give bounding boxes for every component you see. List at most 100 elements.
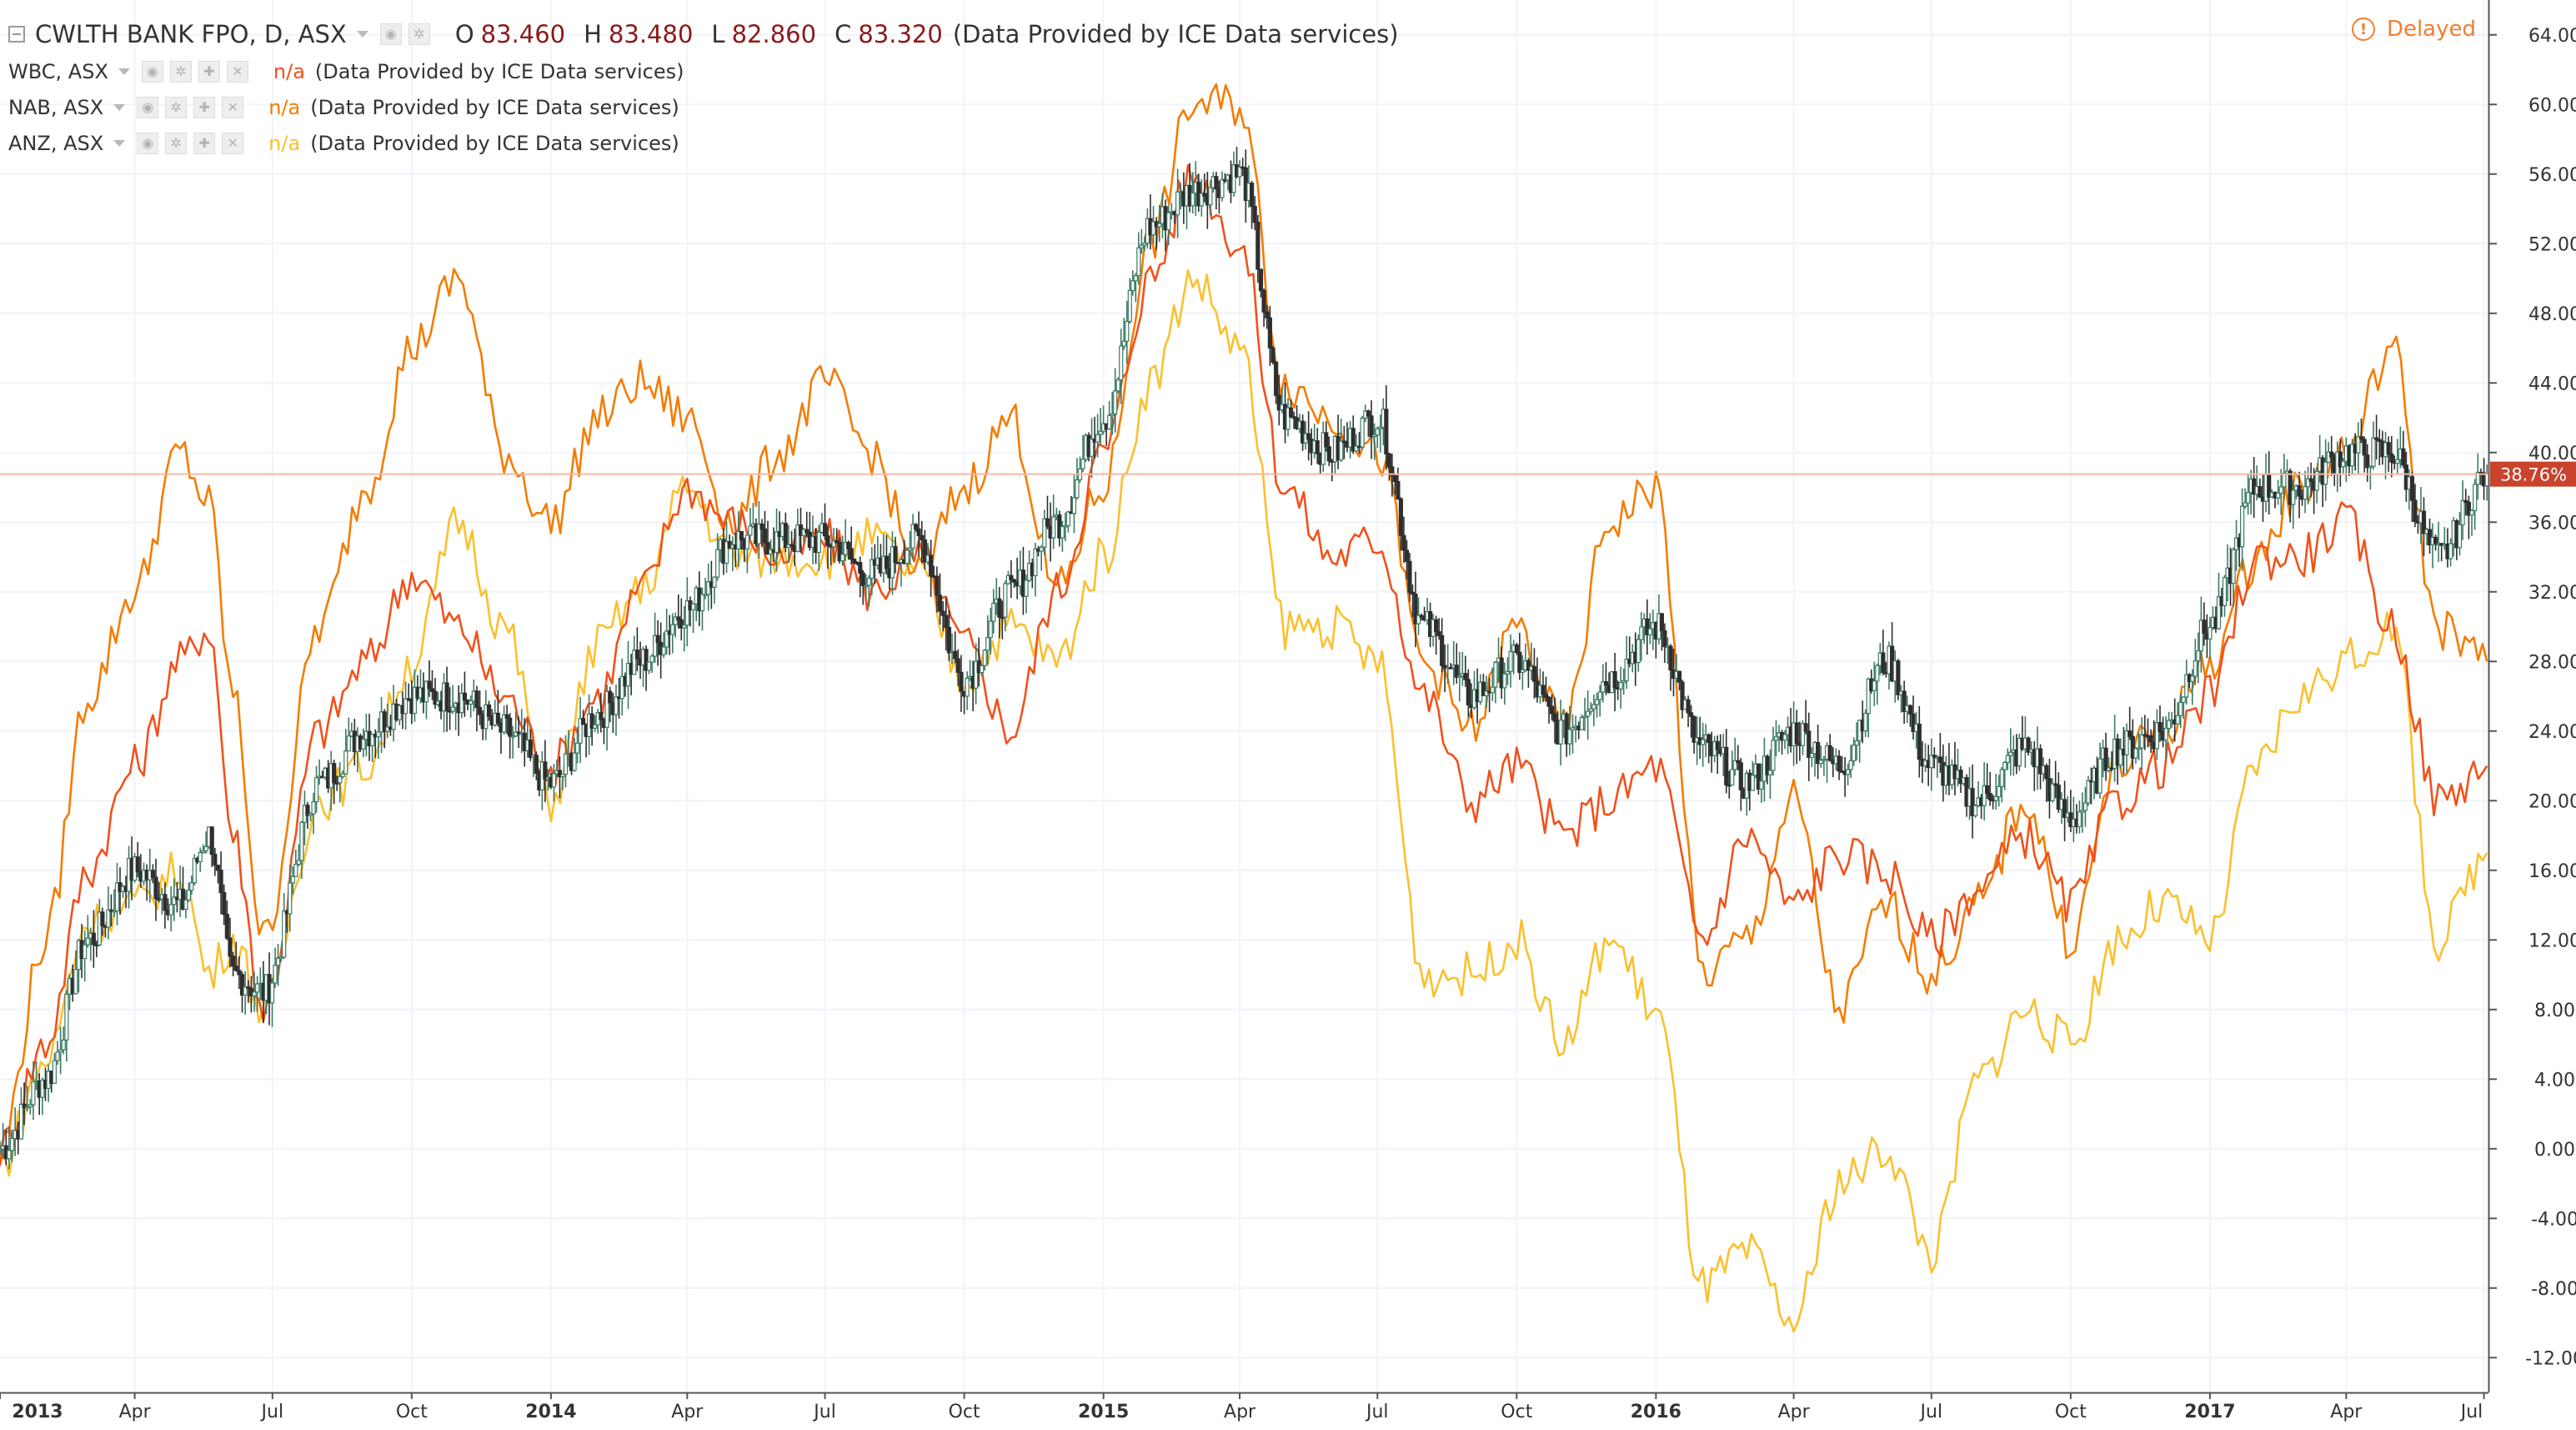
candle-body [1612,671,1617,689]
plus-icon[interactable]: ✚ [198,60,220,83]
plus-icon[interactable]: ✚ [193,96,216,118]
eye-icon[interactable]: ◉ [141,60,163,83]
candle-body [508,717,513,737]
candle-body [444,682,449,712]
comparison-symbol[interactable]: NAB, ASX [8,95,104,119]
candle-body [2037,748,2043,775]
candle-body [2395,459,2400,464]
close-icon[interactable]: ✕ [222,132,244,154]
candle-body [907,547,913,551]
candle-body [816,531,821,554]
chevron-down-icon[interactable] [356,31,368,38]
candle-body [340,773,345,777]
candle-body [1136,247,1141,277]
candle-body [168,904,173,916]
candle-body [1738,762,1743,790]
candle-body [2308,478,2313,482]
candle-body [1618,681,1623,690]
eye-icon[interactable]: ◉ [137,96,159,118]
candle-body [1039,546,1044,552]
candle-body [2460,499,2465,525]
eye-icon[interactable]: ◉ [137,132,159,154]
gear-icon[interactable]: ✲ [165,96,188,118]
candle-body [1220,178,1225,198]
comparison-row-anz[interactable]: ANZ, ASX ◉ ✲ ✚ ✕ n/a (Data Provided by I… [8,125,1399,161]
eye-icon[interactable]: ◉ [379,23,402,45]
delayed-label: Delayed [2386,17,2476,42]
candle-body [246,986,251,989]
gear-icon[interactable]: ✲ [165,132,188,154]
candle-body [679,619,684,629]
candle-body [1997,785,2002,798]
candle-body [1881,652,1886,674]
candle-body [578,718,583,744]
candle-body [1794,722,1799,745]
close-icon[interactable]: ✕ [222,96,244,118]
candle-body [916,528,921,536]
candle-body [233,966,238,971]
candle-body [534,755,539,774]
candle-body [2341,460,2346,468]
candle-body [1384,409,1389,455]
x-tick-label: 2016 [1631,1402,1681,1422]
y-tick-label: 32.00% [2528,583,2576,604]
candle-body [1597,691,1602,700]
plus-icon[interactable]: ✚ [193,132,216,154]
candle-body [91,932,96,946]
candle-body [1434,619,1439,633]
candle-body [1872,680,1877,691]
candle-body [2208,626,2213,640]
chevron-down-icon[interactable] [118,68,130,75]
candle-body [1113,390,1118,415]
candle-body [840,554,845,562]
gear-icon[interactable]: ✲ [408,23,430,45]
candle-body [1133,274,1138,282]
candle-body [2056,785,2061,810]
x-tick-label: Oct [1501,1402,1532,1422]
candle-body [2002,761,2007,770]
candle-body [1514,644,1519,653]
candle-body [1586,710,1591,717]
chevron-down-icon[interactable] [113,139,126,147]
candle-body [644,649,649,671]
candle-body [163,894,168,911]
candle-body [860,572,865,586]
y-tick-label: -12.00% [2525,1348,2576,1369]
candle-body [514,731,519,737]
collapse-square-icon[interactable] [8,26,25,43]
comparison-symbol[interactable]: ANZ, ASX [8,131,104,155]
candle-body [370,734,375,747]
candle-body [2118,749,2123,766]
main-series-row[interactable]: CWLTH BANK FPO, D, ASX ◉ ✲ O 83.460 H 83… [8,15,1399,53]
candle-body [2303,486,2308,500]
comparison-row-wbc[interactable]: WBC, ASX ◉ ✲ ✚ ✕ n/a (Data Provided by I… [8,53,1399,89]
candle-body [2297,485,2302,497]
candle-body [905,549,910,564]
y-tick-label: -8.00% [2531,1279,2576,1300]
candle-body [2086,780,2091,804]
delayed-indicator[interactable]: ! Delayed [2351,17,2476,42]
gear-icon[interactable]: ✲ [169,60,192,83]
main-symbol[interactable]: CWLTH BANK FPO, D, ASX [35,20,347,48]
candle-body [572,752,577,771]
candle-body [343,750,348,775]
candle-body [1866,678,1871,715]
candle-body [1416,615,1421,625]
candle-body [1372,434,1377,438]
chevron-down-icon[interactable] [113,103,126,111]
candle-body [231,956,236,967]
candle-body [965,677,970,697]
candle-body [2338,451,2343,468]
candle-body [1142,243,1147,246]
candle-body [403,698,408,715]
candle-body [706,581,711,595]
close-icon[interactable]: ✕ [226,60,248,83]
candle-body [2401,448,2406,466]
candle-body [1401,534,1406,551]
comparison-row-nab[interactable]: NAB, ASX ◉ ✲ ✚ ✕ n/a (Data Provided by I… [8,89,1399,125]
candle-body [290,876,295,884]
comparison-symbol[interactable]: WBC, ASX [8,59,108,83]
candle-body [1190,192,1195,207]
